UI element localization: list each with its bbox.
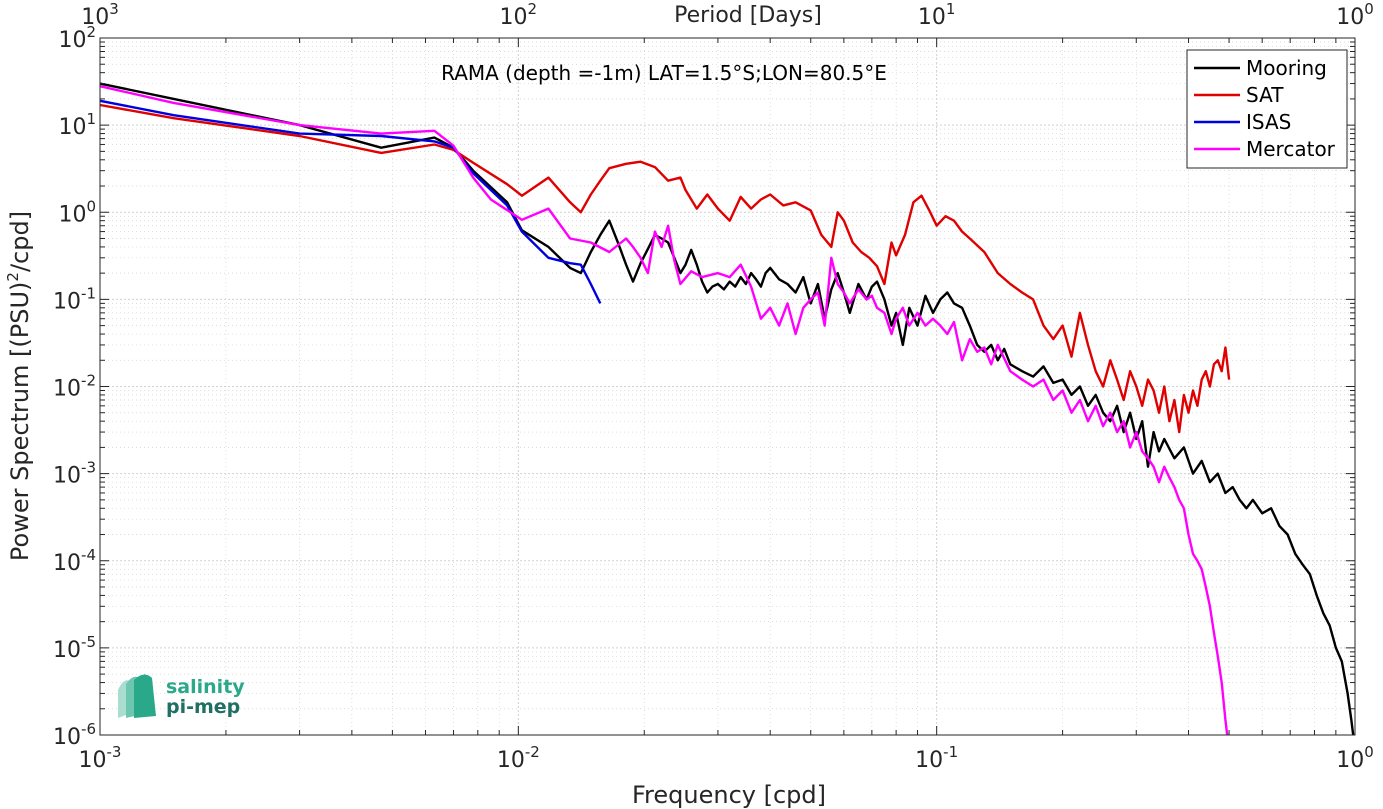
x-tick-label: 10-2	[497, 743, 540, 773]
y-axis-title-tail: /cpd]	[6, 211, 34, 272]
chart-title: RAMA (depth =-1m) LAT=1.5°S;LON=80.5°E	[441, 61, 887, 85]
x-tick-label-exponent: -3	[107, 743, 122, 761]
x-tick-label-base: 10	[79, 748, 107, 773]
y-tick-label-exponent: 1	[86, 110, 96, 128]
grid	[100, 38, 1355, 735]
legend: Mooring SAT ISAS Mercator	[1186, 49, 1348, 169]
y-tick-label: 10-5	[53, 633, 96, 663]
y-tick-label-base: 10	[53, 377, 81, 402]
y-tick-label-base: 10	[58, 202, 86, 227]
legend-label-mooring: Mooring	[1246, 56, 1327, 80]
top-x-tick-label-exponent: 1	[946, 0, 956, 18]
y-axis-title-sup: 2	[4, 272, 22, 282]
y-tick-label-exponent: -6	[81, 720, 96, 738]
y-tick-label-exponent: 0	[86, 197, 96, 215]
y-axis-title-main: Power Spectrum [(PSU)	[6, 282, 34, 561]
x-tick-label-base: 10	[1336, 748, 1364, 773]
logo-text-line2: pi-mep	[166, 696, 240, 718]
x-tick-label-exponent: -1	[943, 743, 958, 761]
top-x-tick-label-base: 10	[918, 5, 946, 30]
top-x-tick-label-base: 10	[1336, 5, 1364, 30]
x-tick-label: 10-1	[915, 743, 958, 773]
legend-label-sat: SAT	[1246, 83, 1284, 107]
x-tick-label-base: 10	[497, 748, 525, 773]
x-tick-label: 100	[1336, 743, 1374, 773]
x-tick-label-base: 10	[915, 748, 943, 773]
legend-label-isas: ISAS	[1246, 110, 1291, 134]
legend-entries: Mooring SAT ISAS Mercator	[1194, 56, 1336, 161]
top-x-tick-label-exponent: 2	[528, 0, 538, 18]
y-tick-label-exponent: -1	[81, 284, 96, 302]
series-group	[99, 82, 1355, 736]
salinity-pimep-logo: salinity pi-mep	[118, 674, 245, 718]
top-x-tick-label: 102	[500, 0, 538, 30]
series-line-mercator	[99, 85, 1229, 736]
y-tick-label-exponent: -4	[81, 546, 96, 564]
legend-label-mercator: Mercator	[1246, 137, 1336, 161]
y-tick-label: 101	[58, 110, 96, 140]
top-x-tick-label-exponent: 3	[109, 0, 119, 18]
y-tick-label: 102	[58, 23, 96, 53]
y-tick-label: 10-6	[53, 720, 96, 750]
top-x-tick-label-base: 10	[81, 5, 109, 30]
y-tick-label: 100	[58, 197, 96, 227]
logo-wave-icon-3	[134, 674, 156, 718]
top-axis-title: Period [Days]	[674, 3, 822, 28]
y-tick-label: 10-3	[53, 459, 96, 489]
series-line-isas	[99, 99, 602, 304]
y-tick-label-base: 10	[58, 28, 86, 53]
top-x-tick-label-exponent: 0	[1364, 0, 1374, 18]
y-tick-label: 10-2	[53, 372, 96, 402]
y-tick-label-base: 10	[53, 464, 81, 489]
x-tick-label: 10-3	[79, 743, 122, 773]
y-axis-title: Power Spectrum [(PSU)2/cpd]	[4, 211, 34, 561]
top-x-tick-label: 100	[1336, 0, 1374, 30]
ticks	[99, 38, 1355, 736]
y-tick-label-base: 10	[53, 551, 81, 576]
x-tick-label-exponent: 0	[1364, 743, 1374, 761]
series-line-sat	[99, 103, 1231, 434]
top-x-tick-label: 103	[81, 0, 119, 30]
y-tick-label-base: 10	[53, 638, 81, 663]
y-tick-label-exponent: -2	[81, 372, 96, 390]
y-tick-label-exponent: -5	[81, 633, 96, 651]
x-axis-title: Frequency [cpd]	[632, 781, 826, 809]
x-tick-label-exponent: -2	[525, 743, 540, 761]
y-tick-label-base: 10	[53, 725, 81, 750]
top-x-tick-label-base: 10	[500, 5, 528, 30]
logo-text-line1: salinity	[166, 676, 245, 698]
y-tick-label: 10-1	[53, 284, 96, 314]
y-tick-label-base: 10	[58, 115, 86, 140]
y-tick-label-base: 10	[53, 289, 81, 314]
y-tick-label-exponent: -3	[81, 459, 96, 477]
y-tick-label-exponent: 2	[86, 23, 96, 41]
y-tick-label: 10-4	[53, 546, 96, 576]
top-x-tick-label: 101	[918, 0, 956, 30]
